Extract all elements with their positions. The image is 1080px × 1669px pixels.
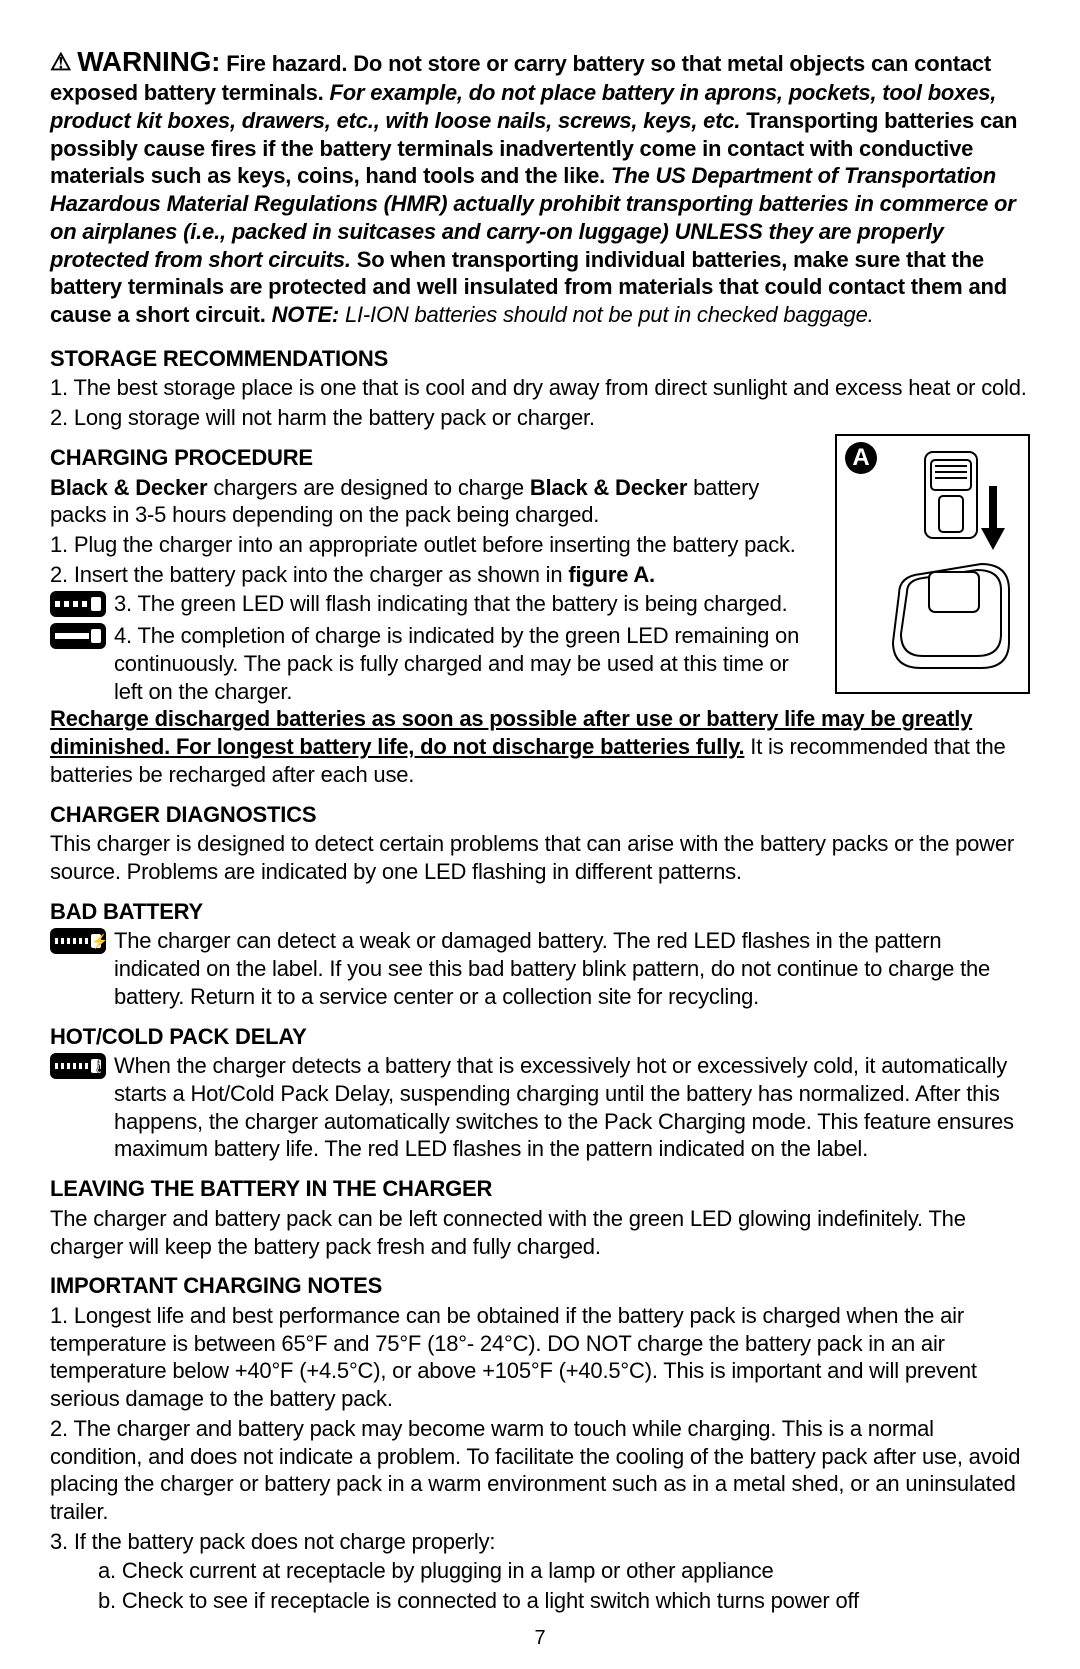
recharge-note: Recharge discharged batteries as soon as…	[50, 705, 1030, 788]
warning-note-label: NOTE:	[272, 302, 339, 327]
page-number: 7	[0, 1626, 1080, 1651]
charging-item-4: 4. The completion of charge is indicated…	[114, 622, 821, 705]
notes-item-3: 3. If the battery pack does not charge p…	[50, 1528, 1030, 1556]
charging-led-row-4: 4. The completion of charge is indicated…	[50, 622, 821, 705]
warning-title: WARNING:	[77, 46, 220, 77]
led-bad-battery-icon	[50, 928, 106, 954]
notes-item-3b: b. Check to see if receptacle is connect…	[50, 1587, 1030, 1615]
leaving-text: The charger and battery pack can be left…	[50, 1205, 1030, 1260]
bad-battery-heading: BAD BATTERY	[50, 898, 1030, 926]
led-flashing-icon	[50, 591, 106, 617]
storage-item-2: 2. Long storage will not harm the batter…	[50, 404, 1030, 432]
warning-triangle-icon: ⚠	[50, 49, 71, 76]
warning-block: ⚠ WARNING: Fire hazard. Do not store or …	[50, 44, 1030, 329]
notes-item-2: 2. The charger and battery pack may beco…	[50, 1415, 1030, 1526]
figure-a-label: A	[845, 442, 877, 474]
charging-led-row-3: 3. The green LED will flash indicating t…	[50, 590, 821, 618]
notes-heading: IMPORTANT CHARGING NOTES	[50, 1272, 1030, 1300]
figure-a-box: A	[835, 434, 1030, 694]
charging-item-3: 3. The green LED will flash indicating t…	[114, 590, 821, 618]
diagnostics-text: This charger is designed to detect certa…	[50, 830, 1030, 885]
charger-illustration-icon	[881, 446, 1021, 686]
warning-note-text: LI-ION batteries should not be put in ch…	[345, 302, 874, 327]
hot-cold-text: When the charger detects a battery that …	[114, 1052, 1030, 1163]
notes-item-1: 1. Longest life and best performance can…	[50, 1302, 1030, 1413]
storage-item-1: 1. The best storage place is one that is…	[50, 374, 1030, 402]
bad-battery-row: The charger can detect a weak or damaged…	[50, 927, 1030, 1010]
hot-cold-heading: HOT/COLD PACK DELAY	[50, 1023, 1030, 1051]
warning-body: Fire hazard. Do not store or carry batte…	[50, 51, 1017, 327]
hot-cold-row: When the charger detects a battery that …	[50, 1052, 1030, 1163]
led-hot-cold-icon	[50, 1053, 106, 1079]
diagnostics-heading: CHARGER DIAGNOSTICS	[50, 801, 1030, 829]
bad-battery-text: The charger can detect a weak or damaged…	[114, 927, 1030, 1010]
leaving-heading: LEAVING THE BATTERY IN THE CHARGER	[50, 1175, 1030, 1203]
led-solid-icon	[50, 623, 106, 649]
notes-item-3a: a. Check current at receptacle by pluggi…	[50, 1557, 1030, 1585]
storage-heading: STORAGE RECOMMENDATIONS	[50, 345, 1030, 373]
